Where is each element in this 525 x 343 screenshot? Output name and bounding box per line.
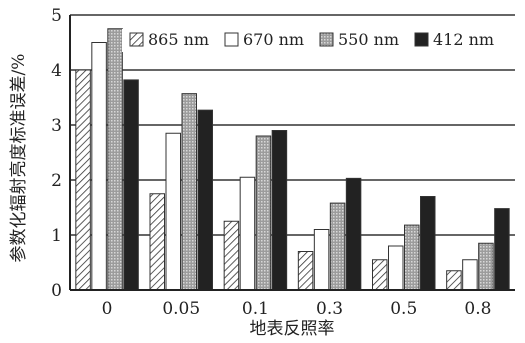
bar-550nm-0.05 <box>181 93 197 291</box>
y-tick-label: 3 <box>51 116 62 136</box>
x-tick-label: 0.5 <box>390 299 417 319</box>
bars <box>75 28 510 291</box>
legend: 865 nm 670 nm 550 nm 412 nm <box>122 29 514 52</box>
bar-670nm-0.1 <box>239 176 256 291</box>
legend-label-0: 865 nm <box>148 30 209 49</box>
bar-412nm-0.05 <box>197 109 213 291</box>
bar-412nm-0.8 <box>494 208 510 291</box>
y-tick-label: 4 <box>51 61 62 81</box>
grid-lines <box>70 14 515 236</box>
legend-label-3: 412 nm <box>433 30 494 49</box>
y-tick-label: 2 <box>51 171 62 191</box>
bar-670nm-0.3 <box>313 229 330 291</box>
bar-412nm-0.5 <box>420 196 436 291</box>
tick-labels: 0 1 2 3 4 5 0 0.05 0.1 0.3 0.5 0.8 <box>51 6 491 319</box>
x-tick-label: 0.05 <box>162 299 200 319</box>
x-tick-label: 0 <box>102 299 113 319</box>
axes <box>69 15 515 291</box>
bar-670nm-0.5 <box>388 245 404 291</box>
legend-swatch-2 <box>319 32 334 47</box>
y-tick-label: 5 <box>51 6 62 26</box>
bar-550nm-0.3 <box>329 202 346 291</box>
y-axis-label: 参数化辐射亮度标准误差/% <box>9 54 29 263</box>
bar-670nm-0.8 <box>462 259 478 291</box>
legend-swatch-3 <box>414 32 429 47</box>
legend-label-1: 670 nm <box>243 30 304 49</box>
bar-550nm-0 <box>107 28 123 291</box>
legend-label-2: 550 nm <box>338 30 399 49</box>
x-axis-label: 地表反照率 <box>250 319 335 339</box>
x-tick-label: 0.1 <box>242 299 269 319</box>
bar-865nm-0.5 <box>372 259 388 291</box>
bar-550nm-0.5 <box>404 224 420 291</box>
bar-670nm-0 <box>91 42 107 291</box>
bar-550nm-0.8 <box>478 242 494 291</box>
bar-865nm-0.05 <box>149 193 165 291</box>
x-tick-label: 0.8 <box>464 299 491 319</box>
y-tick-label: 0 <box>51 281 62 301</box>
legend-swatch-0 <box>129 32 144 47</box>
bar-670nm-0.05 <box>165 132 181 291</box>
bar-550nm-0.1 <box>255 135 272 291</box>
bar-412nm-0 <box>123 79 139 291</box>
bar-412nm-0.3 <box>345 177 362 291</box>
legend-swatch-1 <box>224 32 239 47</box>
y-tick-label: 1 <box>51 226 62 246</box>
x-tick-label: 0.3 <box>316 299 343 319</box>
bar-865nm-0.1 <box>223 220 240 291</box>
bar-865nm-0 <box>75 69 91 291</box>
bar-865nm-0.3 <box>297 251 314 291</box>
bar-412nm-0.1 <box>271 130 288 291</box>
bar-865nm-0.8 <box>446 270 462 291</box>
